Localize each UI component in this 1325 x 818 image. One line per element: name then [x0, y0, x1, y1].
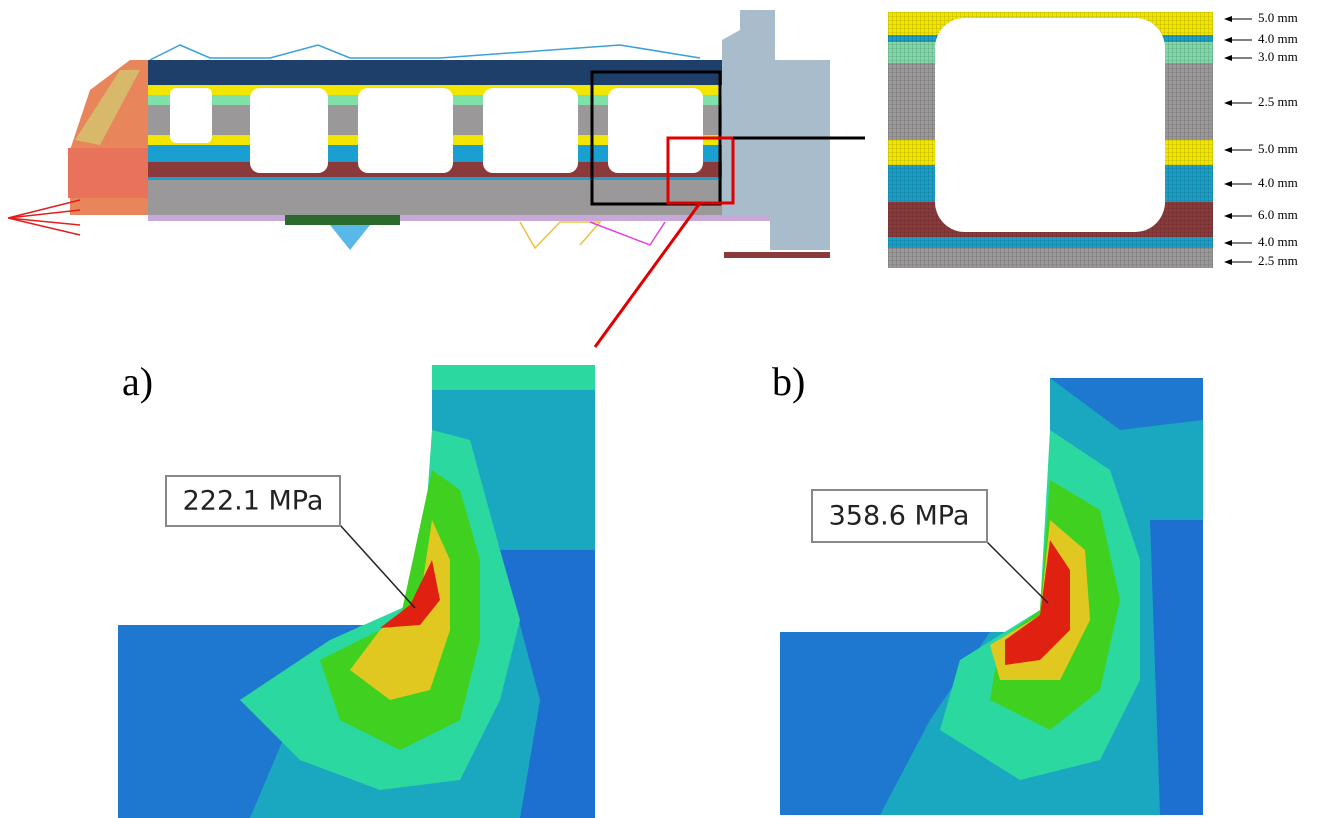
stress-field — [432, 365, 595, 390]
cab-block — [68, 148, 148, 198]
underframe-part — [330, 225, 370, 250]
coupler-end — [722, 10, 830, 250]
front-struts — [8, 200, 80, 235]
thickness-labels: 5.0 mm 4.0 mm 3.0 mm 2.5 mm 5.0 mm 4.0 mm 6.0 … — [1224, 10, 1298, 268]
thickness-label: 5.0 mm — [1258, 141, 1298, 156]
window — [250, 88, 328, 173]
panel-label: b) — [772, 359, 805, 404]
window — [608, 88, 703, 173]
arrow-head — [1224, 147, 1232, 153]
layer-gray — [148, 180, 770, 215]
window — [170, 88, 212, 143]
thickness-label: 6.0 mm — [1258, 207, 1298, 222]
leader-line — [595, 203, 700, 347]
thickness-label: 4.0 mm — [1258, 234, 1298, 249]
underframe-part — [285, 215, 400, 225]
thickness-label: 2.5 mm — [1258, 94, 1298, 109]
thickness-label: 5.0 mm — [1258, 10, 1298, 25]
thickness-label: 2.5 mm — [1258, 253, 1298, 268]
arrow-head — [1224, 16, 1232, 22]
thickness-label: 3.0 mm — [1258, 49, 1298, 64]
arrow-head — [1224, 55, 1232, 61]
window-cutout — [935, 18, 1165, 232]
layer-blue — [148, 177, 770, 180]
stress-label: 358.6 MPa — [829, 501, 970, 532]
arrow-head — [1224, 240, 1232, 246]
bogie-struts — [520, 222, 600, 248]
callout-line — [340, 525, 415, 608]
bogie-struts — [590, 222, 665, 245]
window — [483, 88, 578, 173]
arrow-head — [1224, 213, 1232, 219]
panel-label: a) — [122, 359, 153, 404]
page: {"mesh_detail": {"thickness_labels": ["5… — [0, 0, 1325, 818]
arrow-head — [1224, 37, 1232, 43]
callout-line — [987, 542, 1048, 603]
thickness-label: 4.0 mm — [1258, 31, 1298, 46]
carbody-side-view — [8, 10, 865, 347]
arrow-head — [1224, 259, 1232, 265]
figure: 5.0 mm 4.0 mm 3.0 mm 2.5 mm 5.0 mm 4.0 mm 6.0 … — [0, 0, 1325, 818]
stress-panel-a: a) 222.1 MPa — [118, 359, 595, 818]
arrow-head — [1224, 100, 1232, 106]
thickness-label: 4.0 mm — [1258, 175, 1298, 190]
end-plate — [724, 252, 830, 258]
stress-panel-b: b) 358.6 MPa — [772, 359, 1203, 815]
layer-lavender — [148, 215, 770, 221]
roof-struts — [150, 45, 700, 60]
stress-label: 222.1 MPa — [183, 486, 324, 517]
arrow-head — [1224, 181, 1232, 187]
mesh-detail: 5.0 mm 4.0 mm 3.0 mm 2.5 mm 5.0 mm 4.0 mm 6.0 … — [888, 10, 1298, 268]
window — [358, 88, 453, 173]
